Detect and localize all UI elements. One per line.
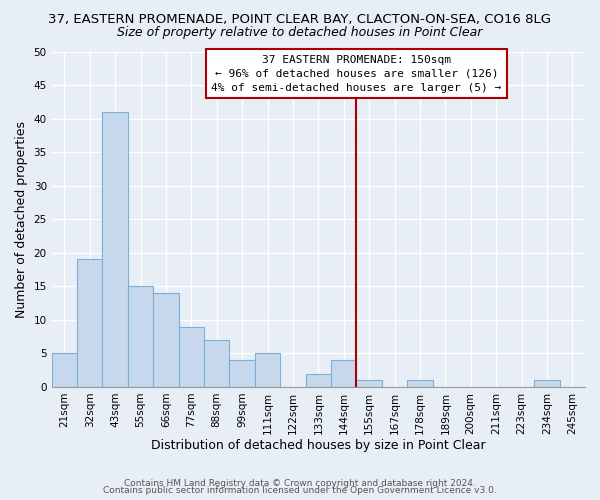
Bar	[204, 340, 229, 387]
Bar	[305, 374, 331, 387]
Bar	[229, 360, 255, 387]
X-axis label: Distribution of detached houses by size in Point Clear: Distribution of detached houses by size …	[151, 440, 485, 452]
Text: Contains HM Land Registry data © Crown copyright and database right 2024.: Contains HM Land Registry data © Crown c…	[124, 478, 476, 488]
Text: Size of property relative to detached houses in Point Clear: Size of property relative to detached ho…	[118, 26, 482, 39]
Bar	[153, 293, 179, 387]
Bar	[103, 112, 128, 387]
Text: 37, EASTERN PROMENADE, POINT CLEAR BAY, CLACTON-ON-SEA, CO16 8LG: 37, EASTERN PROMENADE, POINT CLEAR BAY, …	[49, 12, 551, 26]
Text: Contains public sector information licensed under the Open Government Licence v3: Contains public sector information licen…	[103, 486, 497, 495]
Bar	[255, 354, 280, 387]
Bar	[356, 380, 382, 387]
Bar	[179, 326, 204, 387]
Y-axis label: Number of detached properties: Number of detached properties	[15, 120, 28, 318]
Bar	[331, 360, 356, 387]
Bar	[407, 380, 433, 387]
Bar	[77, 260, 103, 387]
Bar	[534, 380, 560, 387]
Bar	[128, 286, 153, 387]
Text: 37 EASTERN PROMENADE: 150sqm
← 96% of detached houses are smaller (126)
4% of se: 37 EASTERN PROMENADE: 150sqm ← 96% of de…	[211, 55, 502, 93]
Bar	[52, 354, 77, 387]
